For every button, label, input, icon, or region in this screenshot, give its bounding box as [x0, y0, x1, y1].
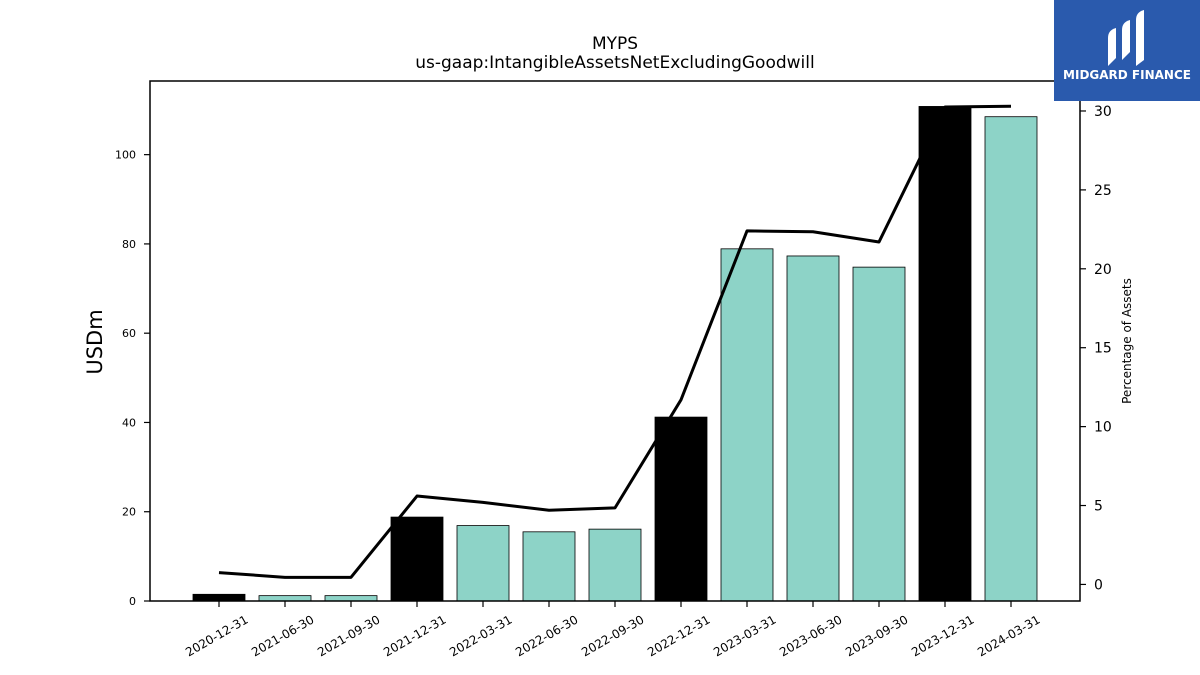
percentage-of-assets-line [218, 104, 1012, 579]
y-tick-label: 100 [115, 149, 136, 162]
x-tick-label: 2021-09-30 [315, 612, 382, 659]
y-tick-label: 0 [129, 595, 136, 608]
x-tick-label: 2022-09-30 [579, 612, 646, 659]
bar-2022-12-31 [654, 416, 708, 602]
x-tick-label: 2024-03-31 [975, 612, 1042, 659]
x-tick-label: 2023-03-31 [711, 612, 778, 659]
chart-subtitle: us-gaap:IntangibleAssetsNetExcludingGood… [415, 53, 814, 73]
bar-2023-12-31 [918, 106, 972, 602]
y-tick-label: 40 [122, 416, 136, 429]
bar-2023-06-30 [786, 255, 840, 602]
bar-2022-06-30 [522, 531, 576, 602]
y-tick-label: 20 [122, 506, 136, 519]
y2-tick-label: 5 [1094, 499, 1103, 515]
bar-2022-09-30 [588, 528, 642, 602]
x-tick-label: 2022-03-31 [447, 612, 514, 659]
x-tick-label: 2021-12-31 [381, 612, 448, 659]
x-tick-label: 2022-06-30 [513, 612, 580, 659]
x-tick-label: 2021-06-30 [249, 612, 316, 659]
y2-axis-label: Percentage of Assets [1120, 278, 1134, 404]
bar-2024-03-31 [984, 116, 1038, 602]
y2-tick-label: 30 [1094, 104, 1112, 120]
chart-title: MYPS [592, 34, 638, 54]
x-tick-label: 2020-12-31 [183, 612, 250, 659]
logo-mark-icon [1108, 10, 1144, 66]
bar-2021-09-30 [324, 595, 378, 602]
midgard-finance-logo: MIDGARD FINANCE [1054, 0, 1200, 101]
y2-tick-label: 10 [1094, 420, 1112, 436]
bar-2021-12-31 [390, 516, 444, 602]
bar-2023-09-30 [852, 266, 906, 602]
logo-text: MIDGARD FINANCE [1063, 68, 1191, 82]
x-tick-label: 2023-06-30 [777, 612, 844, 659]
x-tick-label: 2023-09-30 [843, 612, 910, 659]
bar-2021-06-30 [258, 595, 312, 602]
y2-tick-label: 0 [1094, 577, 1103, 593]
x-tick-label: 2023-12-31 [909, 612, 976, 659]
y2-tick-label: 15 [1094, 341, 1112, 357]
y-axis-label: USDm [83, 309, 107, 374]
y2-tick-label: 20 [1094, 262, 1112, 278]
bar-2022-03-31 [456, 525, 510, 602]
bar-2020-12-31 [192, 593, 246, 602]
y-tick-label: 60 [122, 327, 136, 340]
y-tick-label: 80 [122, 238, 136, 251]
x-tick-label: 2022-12-31 [645, 612, 712, 659]
bar-2023-03-31 [720, 248, 774, 602]
y2-tick-label: 25 [1094, 183, 1112, 199]
